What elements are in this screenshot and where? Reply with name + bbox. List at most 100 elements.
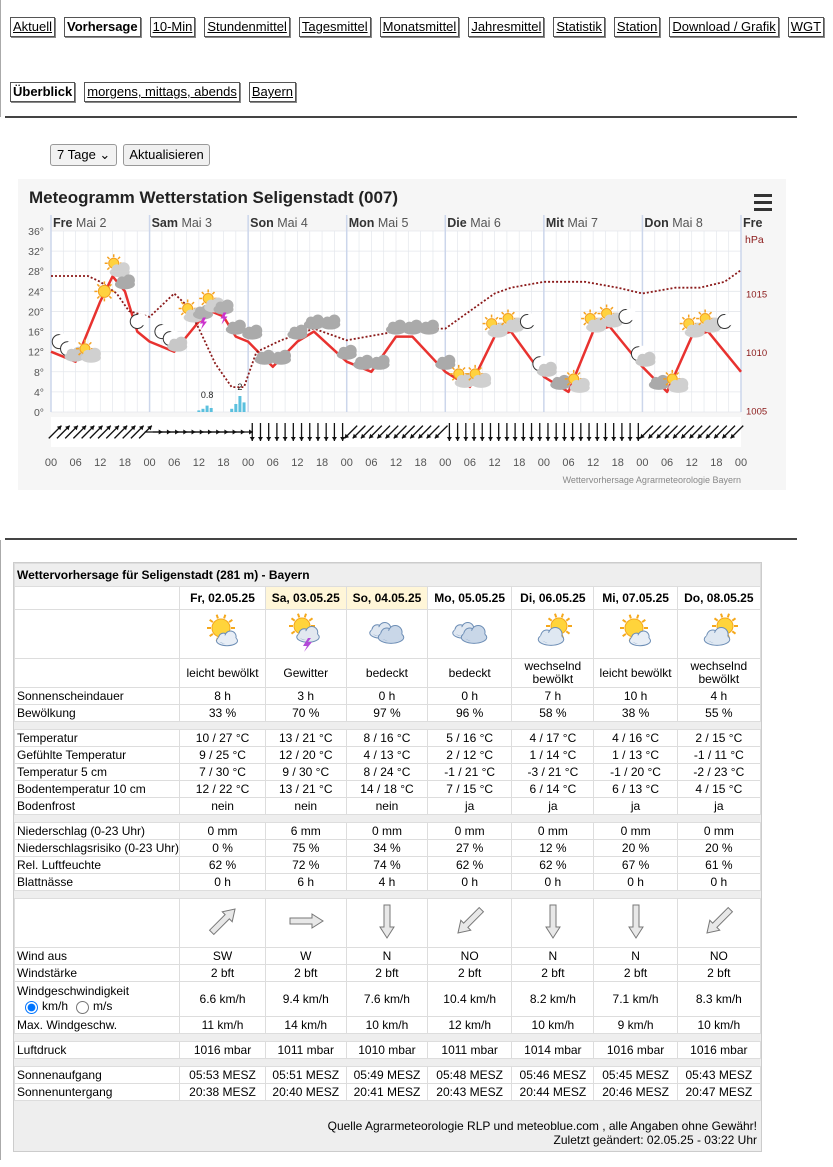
cloudiness-row: Bewölkung 33 % 70 % 97 % 96 % 58 % 38 % 55 %	[13, 704, 762, 722]
wind-arrow	[72, 425, 87, 439]
forecast-table: Wettervorhersage für Seligenstadt (281 m…	[13, 562, 762, 1152]
hour-label: 00	[636, 457, 648, 469]
nav-wgt[interactable]: WGT	[787, 17, 825, 37]
nav-morgens-mittags-abends[interactable]: morgens, mittags, abends	[84, 82, 240, 102]
main-nav: Aktuell Vorhersage 10-Min Stundenmittel Tage…	[10, 17, 833, 37]
wind-arrow	[471, 423, 477, 441]
wind-arrow-head	[266, 437, 272, 441]
wind-arrow-head	[290, 437, 296, 441]
day-label-7: Fre	[743, 216, 763, 230]
nav-vorhersage[interactable]: Vorhersage	[64, 17, 141, 37]
wind-direction-row-value: W	[264, 947, 347, 965]
wind-arrow	[529, 423, 535, 441]
sun-ray	[635, 614, 639, 619]
wind-arrow-head	[65, 425, 70, 431]
wind-arrow-rot	[627, 904, 644, 939]
weather-description: wechselnd bewölkt	[511, 658, 595, 688]
hour-label: 12	[686, 457, 698, 469]
hour-label: 06	[168, 457, 180, 469]
cloud-part	[175, 336, 188, 349]
weather-description: bedeckt	[427, 658, 513, 688]
felt-temperature-row: Gefühlte Temperatur 9 / 25 °C 12 / 20 °C 4 …	[13, 746, 762, 764]
humidity-row-label: Rel. Luftfeuchte	[13, 856, 181, 874]
sun-ray	[665, 382, 669, 386]
wind-arrow-head	[97, 425, 103, 431]
wind-arrow	[713, 425, 728, 439]
sun-ray	[547, 617, 553, 622]
wind-arrow-head	[627, 437, 633, 441]
nav-überblick[interactable]: Überblick	[10, 82, 76, 102]
sun-ray	[484, 327, 488, 331]
nav-bayern[interactable]: Bayern	[248, 82, 297, 102]
period-select-value: 7 Tage	[57, 147, 96, 162]
temperature-5cm-row-value: 7 / 30 °C	[179, 763, 266, 781]
wind-arrow-rot	[706, 906, 733, 934]
wind-arrow-head	[249, 437, 255, 441]
sun-ray	[222, 614, 226, 619]
weather-symbol	[499, 309, 524, 333]
weather-symbol	[418, 319, 439, 335]
nav-tagesmittel[interactable]: Tagesmittel	[298, 17, 371, 37]
wind-arrow-head	[545, 437, 551, 441]
humidity-row-value: 62 %	[427, 856, 513, 874]
sunset-row-value: 20:40 MESZ	[264, 1083, 347, 1101]
sun-ray	[681, 316, 686, 320]
unit-kmh-radio[interactable]	[25, 1000, 38, 1014]
sun-ray	[296, 613, 300, 618]
cloud-part	[122, 274, 135, 287]
overcast-icon	[451, 622, 487, 644]
wind-arrow-head	[681, 433, 686, 439]
refresh-button[interactable]: Aktualisieren	[123, 144, 210, 166]
unit-ms-radio[interactable]	[76, 1000, 90, 1014]
cloud-fill	[539, 632, 562, 643]
wind-arrow	[48, 425, 62, 439]
wind-arrow-shape	[379, 904, 395, 939]
hour-label: 06	[267, 457, 279, 469]
sun-ray	[451, 366, 456, 371]
sun-ray	[560, 613, 564, 618]
wind-direction-row: Wind aus SW W N NO N N NO	[13, 947, 762, 965]
hour-label: 06	[661, 457, 673, 469]
wind-arrow-head	[426, 433, 432, 439]
spacer-cell	[14, 721, 761, 730]
wind-arrow	[434, 425, 449, 439]
nav-station[interactable]: Station	[613, 17, 661, 37]
cloud-part	[344, 344, 357, 357]
nav-jahresmittel[interactable]: Jahresmittel	[468, 17, 545, 37]
weather-symbol	[564, 369, 590, 393]
sunrise-row-value: 05:53 MESZ	[179, 1066, 266, 1084]
weather-symbol	[320, 314, 341, 330]
temperature-5cm-row-value: 9 / 30 °C	[264, 763, 347, 781]
period-select[interactable]: 7 Tage ⌄	[50, 144, 118, 166]
hour-label: 00	[242, 457, 254, 469]
precipitation-row-label: Niederschlag (0-23 Uhr)	[13, 822, 181, 840]
pressure-unit: hPa	[745, 234, 764, 246]
precip-bar	[209, 408, 213, 412]
wind-arrow	[393, 425, 407, 439]
nav-stundenmittel[interactable]: Stundenmittel	[204, 17, 290, 37]
weather-symbol	[94, 281, 115, 302]
nav-download-grafik[interactable]: Download / Grafik	[669, 17, 779, 37]
nav-monatsmittel[interactable]: Monatsmittel	[379, 17, 460, 37]
nav-10-min[interactable]: 10-Min	[149, 17, 196, 37]
wind-arrow	[561, 423, 567, 441]
chart-title: Meteogramm Wetterstation Seligenstadt (0…	[29, 188, 398, 207]
weather-symbol	[129, 313, 148, 330]
sun-ray	[565, 617, 570, 622]
nav-aktuell[interactable]: Aktuell	[10, 17, 56, 37]
weather-symbol	[482, 314, 508, 338]
menu-icon[interactable]	[754, 194, 772, 211]
sun-ray	[577, 371, 581, 376]
weather-symbol	[597, 304, 623, 328]
menu-icon-bar	[754, 194, 772, 197]
spacer-row	[14, 1033, 761, 1042]
hour-label: 06	[562, 457, 574, 469]
nav-statistik[interactable]: Statistik	[553, 17, 605, 37]
precip-bar	[201, 408, 205, 412]
chart-credit: Wettervorhersage Agrarmeteorologie Bayer…	[563, 475, 741, 485]
wind-arrow-cell	[264, 898, 347, 948]
cloud-sun-icon	[703, 613, 738, 646]
wind-arrow-head	[73, 425, 78, 431]
hour-label: 18	[316, 457, 328, 469]
sunset-row-value: 20:47 MESZ	[676, 1083, 762, 1101]
